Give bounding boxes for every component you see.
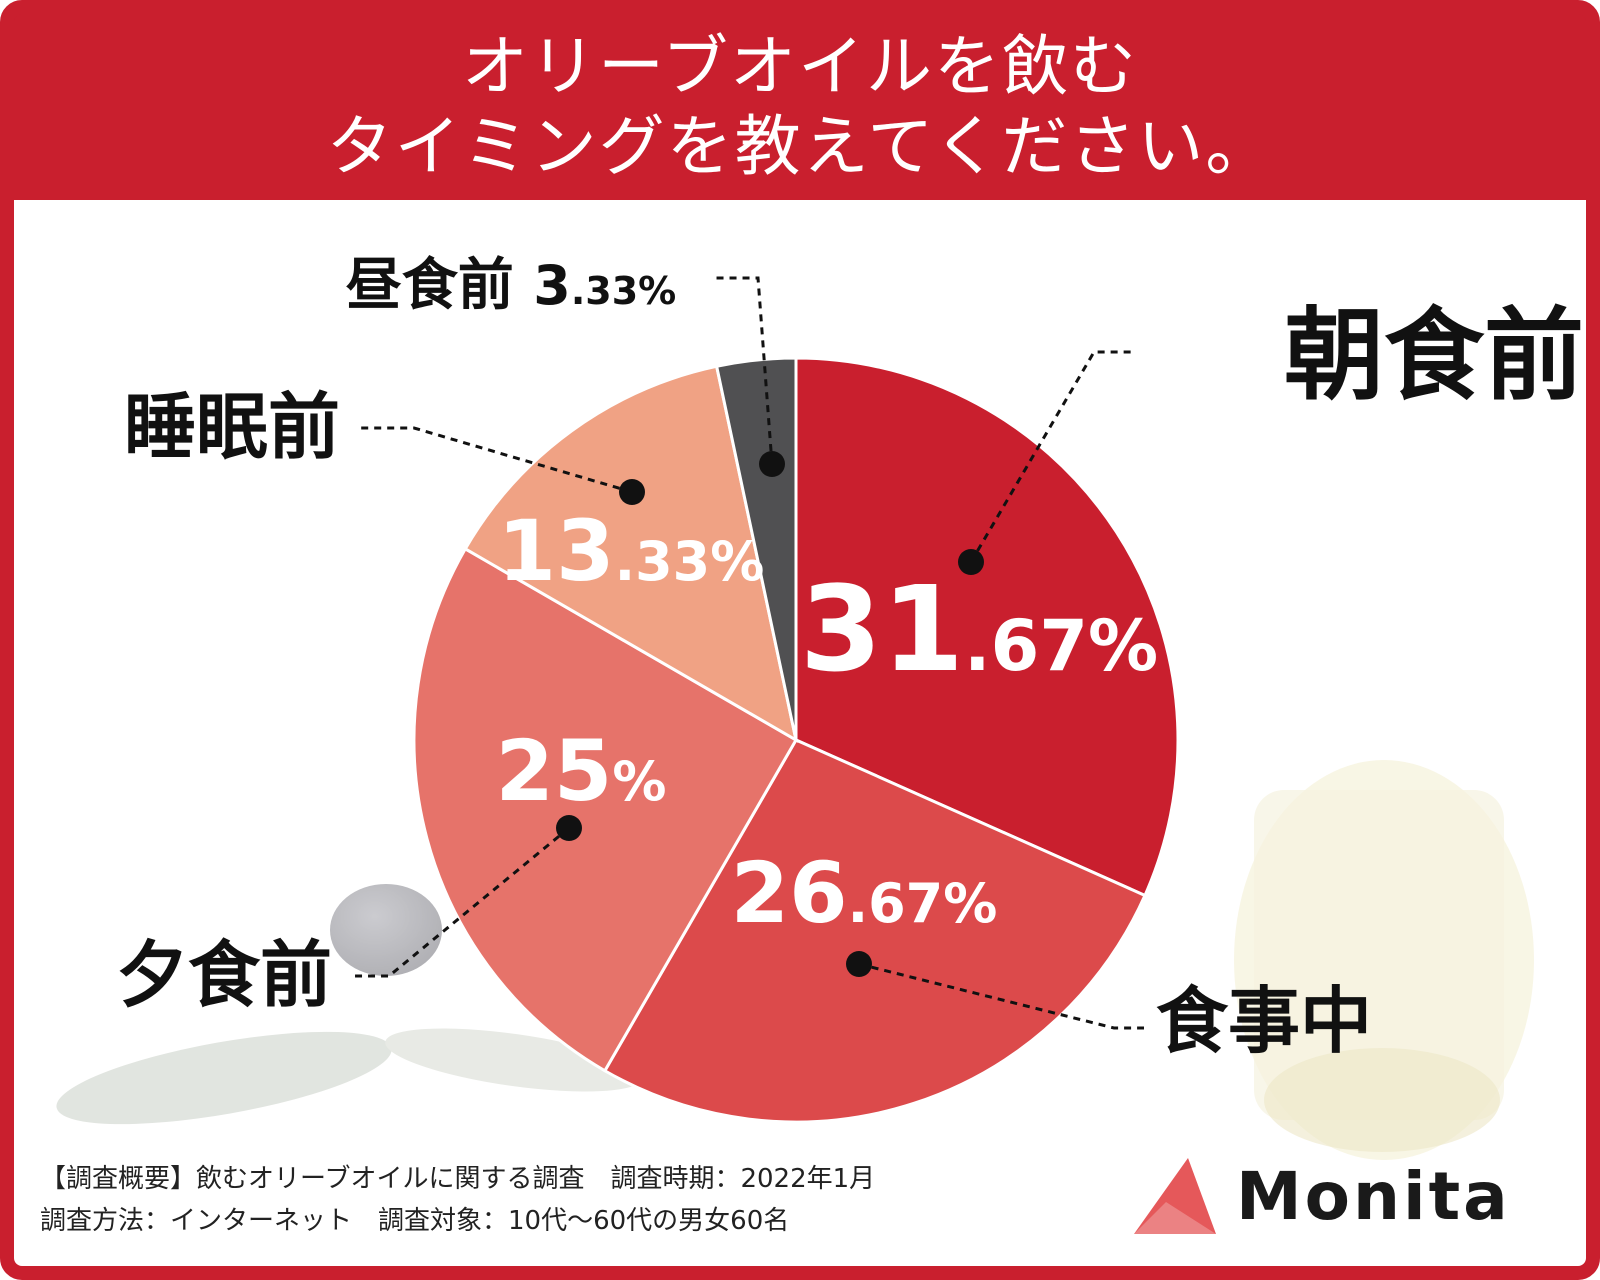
category-label-3: 夕食前 xyxy=(116,933,332,1017)
footnote-line-2: 調査方法：インターネット 調査対象：10代〜60代の男女60名 xyxy=(40,1206,790,1236)
background-photo-decoration xyxy=(56,760,1534,1160)
leader-dot-2 xyxy=(846,951,872,977)
monita-logo-icon xyxy=(1134,1158,1216,1234)
value-labels: 31.67% 26.67% 25% 13.33% xyxy=(495,502,1158,942)
value-label-2: 26.67% xyxy=(731,844,998,942)
pie-slice-3 xyxy=(412,546,799,1073)
pie-slice-2 xyxy=(602,738,1147,1124)
brand-name: Monita xyxy=(1236,1157,1511,1235)
value-label-3: 25% xyxy=(495,722,666,820)
leader-line-5 xyxy=(716,276,774,465)
brand: Monita xyxy=(1126,1148,1511,1244)
category-label-5: 昼食前 3.33% xyxy=(346,253,676,318)
value-label-1: 31.67% xyxy=(800,560,1158,698)
pie-slices xyxy=(412,356,1180,1124)
pie-slice-1 xyxy=(794,356,1180,898)
pie-slice-4 xyxy=(463,364,799,743)
leader-line-1 xyxy=(969,350,1134,563)
title-line-2: タイミングを教えてください。 xyxy=(326,108,1274,185)
footnote-line-1: 【調査概要】飲むオリーブオイルに関する調査 調査時期：2022年1月 xyxy=(40,1164,876,1194)
leader-dot-5 xyxy=(759,451,785,477)
header: オリーブオイルを飲む タイミングを教えてください。 xyxy=(14,14,1586,200)
survey-footnote: 【調査概要】飲むオリーブオイルに関する調査 調査時期：2022年1月 調査方法：… xyxy=(40,1158,875,1242)
content-panel: 朝食前食事中 夕食前 睡眠前 昼食前 3.33% 31.67% 26.67% 25% 13.… xyxy=(14,200,1586,1266)
leader-lines xyxy=(352,276,1144,1030)
leader-line-4 xyxy=(359,426,633,494)
category-label-4: 睡眠前 xyxy=(124,385,340,469)
leader-dot-4 xyxy=(619,479,645,505)
title-line-1: オリーブオイルを飲む xyxy=(461,28,1139,105)
leader-line-2 xyxy=(858,962,1144,1030)
category-label-2: 食事中 xyxy=(1156,979,1372,1063)
category-label-1: 朝食前 xyxy=(1284,297,1584,414)
leader-dot-3 xyxy=(556,815,582,841)
leader-dot-1 xyxy=(958,549,984,575)
value-label-4: 13.33% xyxy=(498,502,765,600)
